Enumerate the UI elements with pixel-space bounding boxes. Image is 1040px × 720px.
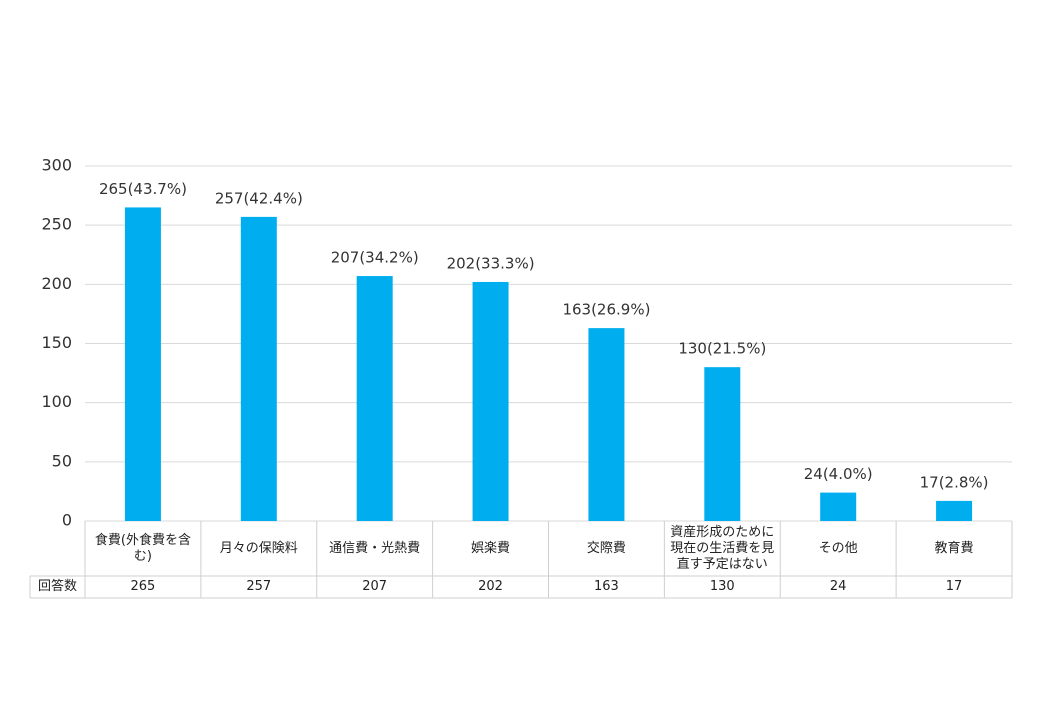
data-label: 130(21.5%) (678, 340, 766, 358)
bar (588, 328, 625, 521)
bar (936, 500, 973, 521)
data-label: 257(42.4%) (215, 189, 303, 207)
table-value: 265 (130, 579, 156, 594)
y-tick-label: 250 (41, 215, 72, 234)
data-label: 265(43.7%) (99, 180, 187, 198)
data-label: 17(2.8%) (920, 473, 989, 491)
bar (472, 281, 509, 521)
data-label: 207(34.2%) (331, 249, 419, 267)
x-tick-label: 通信費・光熱費 (329, 540, 421, 556)
y-tick-label: 200 (41, 274, 72, 293)
table-value: 17 (945, 579, 963, 594)
data-label: 202(33.3%) (447, 254, 535, 272)
table-value: 24 (829, 579, 847, 594)
data-label: 163(26.9%) (562, 301, 650, 319)
table-value: 163 (594, 579, 619, 594)
x-tick-label: 月々の保険料 (219, 540, 298, 556)
bar (240, 216, 277, 521)
x-tick-label: その他 (818, 540, 858, 556)
x-tick-label: 教育費 (934, 540, 974, 556)
table-value: 207 (362, 579, 388, 594)
table-value: 202 (478, 579, 503, 594)
x-tick-label: 娯楽費 (471, 540, 511, 556)
x-tick-label: 交際費 (586, 540, 626, 556)
y-tick-label: 50 (52, 451, 72, 470)
bar (820, 492, 857, 521)
y-tick-label: 150 (41, 333, 72, 352)
x-tick-label: 資産形成のために現在の生活費を見直す予定はない (670, 524, 775, 572)
x-tick-label: 食費(外食費を含む) (94, 532, 191, 564)
table-value: 257 (246, 579, 272, 594)
y-tick-label: 100 (41, 392, 72, 411)
table-value: 130 (709, 579, 735, 594)
bar (124, 207, 161, 521)
y-tick-label: 0 (62, 511, 72, 530)
bar (356, 276, 393, 521)
table-row-label: 回答数 (37, 579, 77, 594)
y-tick-label: 300 (41, 156, 72, 175)
data-label: 24(4.0%) (804, 465, 873, 483)
bar (704, 367, 741, 521)
